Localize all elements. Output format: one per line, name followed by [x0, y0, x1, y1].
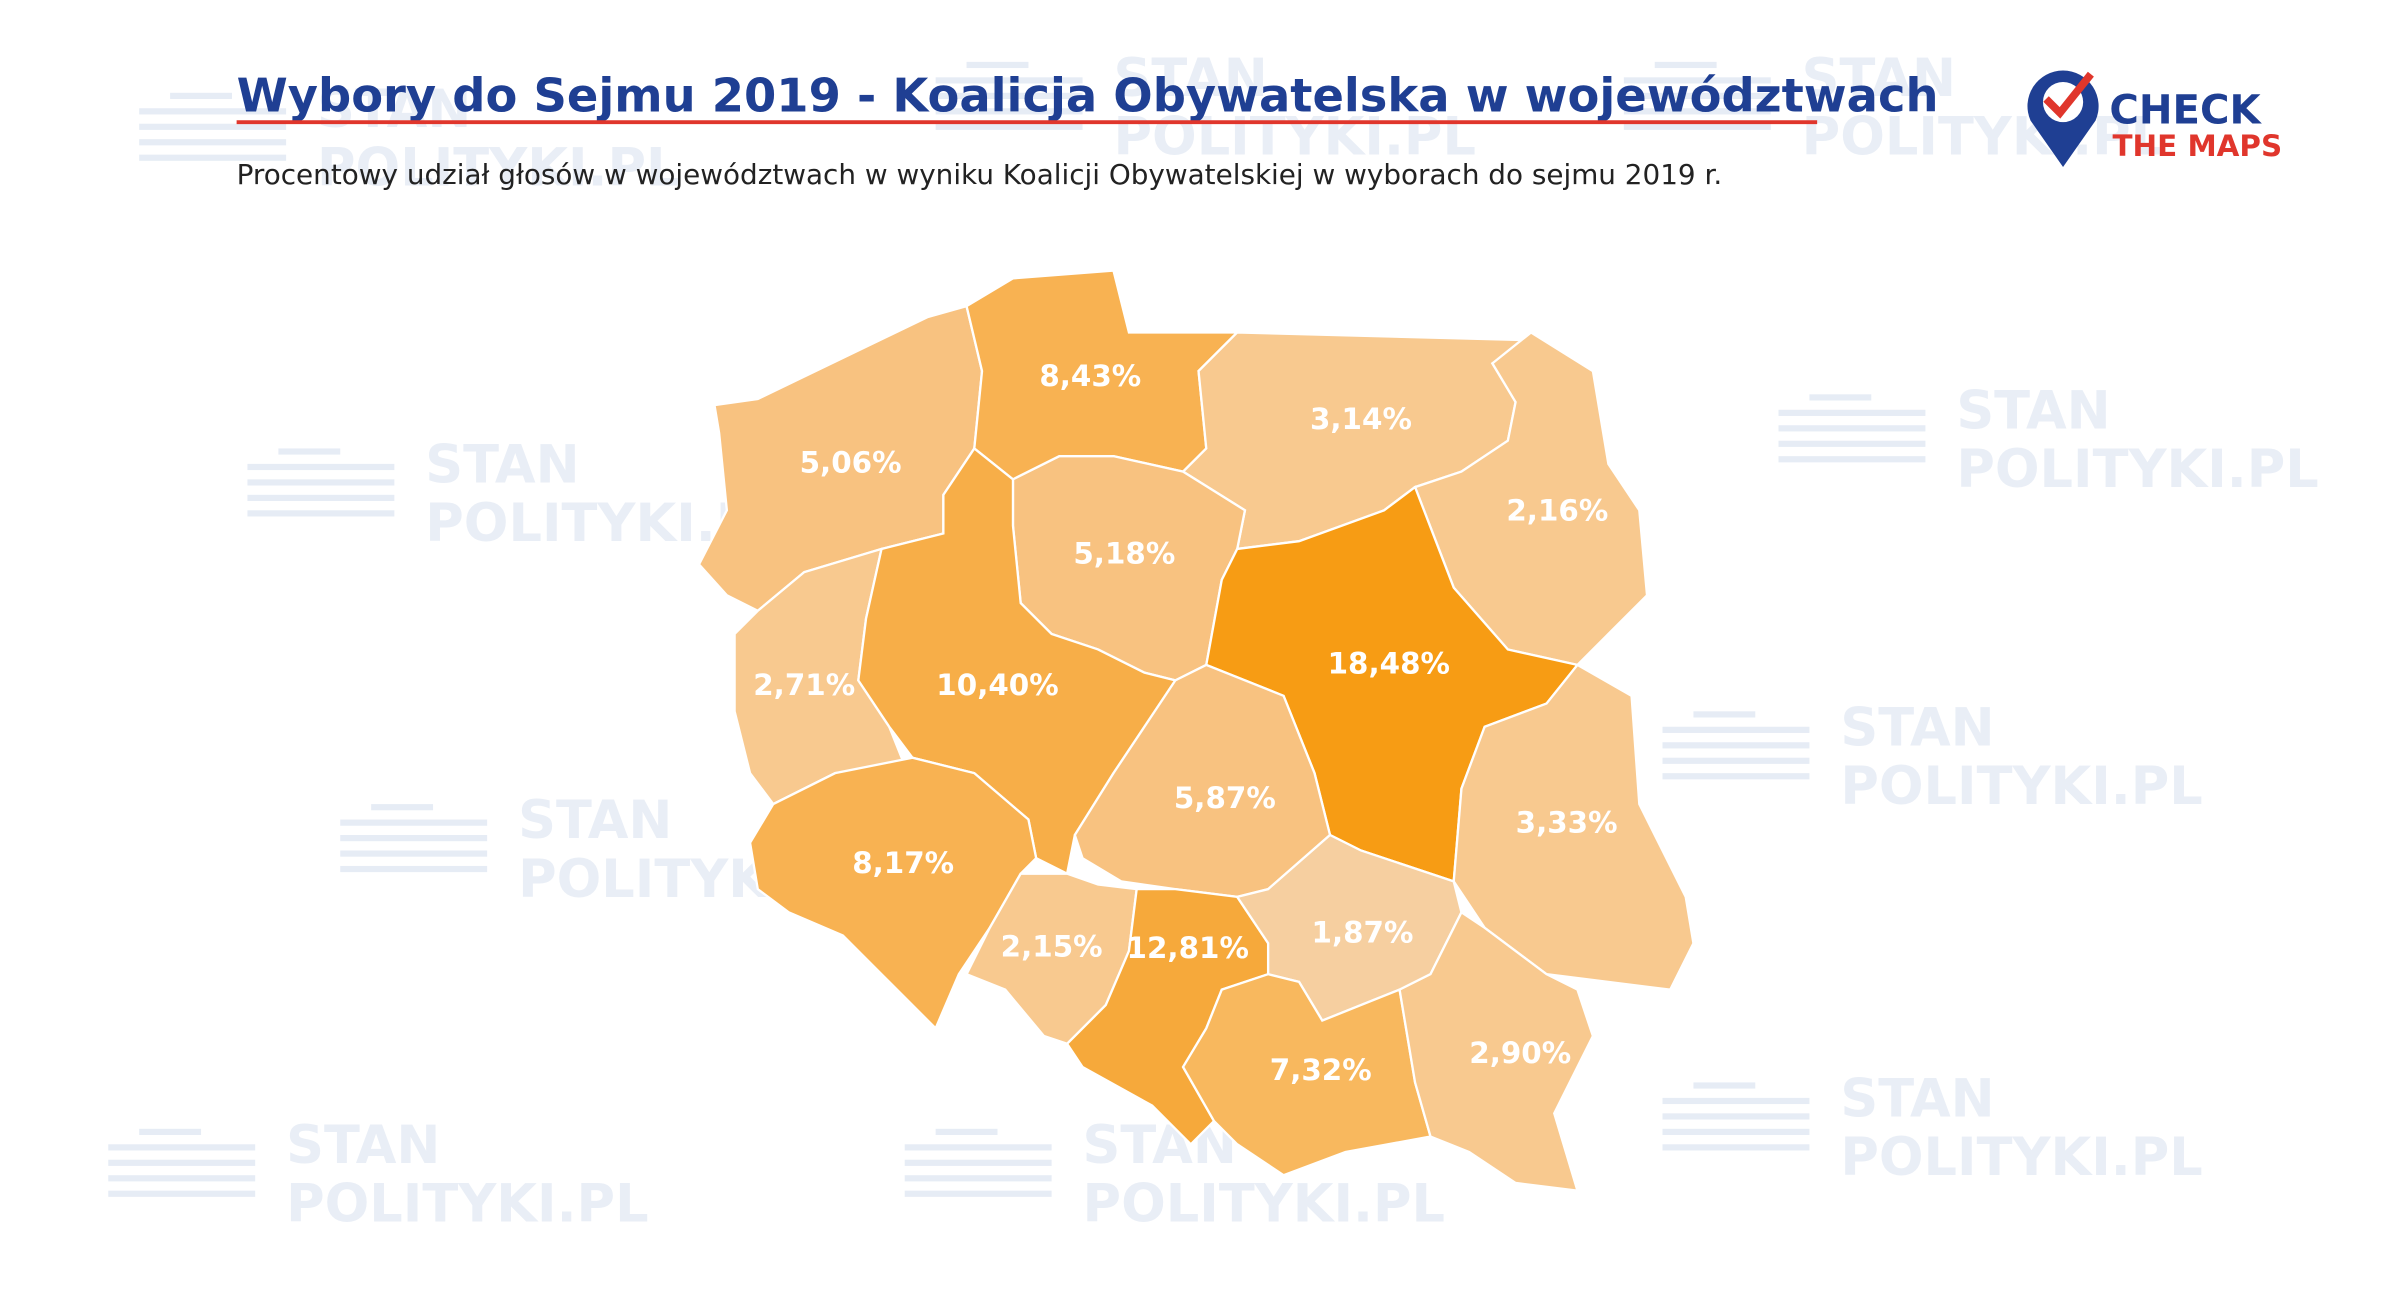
watermark-text: STAN	[317, 79, 471, 140]
watermark-bar	[935, 1128, 998, 1135]
watermark-bar	[1693, 1082, 1756, 1089]
watermarks: STANPOLITYKI.PLSTANPOLITYKI.PLSTANPOLITY…	[108, 48, 2319, 1235]
watermark-bar	[1623, 92, 1771, 99]
watermark-text: STAN	[1956, 380, 2110, 441]
logo-text: THE MAPS	[2113, 129, 2283, 163]
logo-check	[2043, 71, 2094, 119]
watermark-text: POLITYKI.PL	[286, 1174, 648, 1235]
watermark-bar	[1662, 726, 1810, 733]
title: Wybory do Sejmu 2019 - Koalicja Obywatel…	[237, 68, 1939, 122]
map: 5,06% 8,43% 3,14% 2,16% 5,18% 18,48% 2,71% 10,4…	[697, 269, 1695, 1193]
watermark-bar	[904, 1190, 1052, 1197]
watermark-bar	[1623, 123, 1771, 130]
watermark-bar	[108, 1175, 256, 1182]
region-label: 8,17%	[852, 846, 954, 880]
watermark-text: STAN	[286, 1115, 440, 1176]
region-label: 2,71%	[753, 668, 855, 702]
watermark-bar	[1662, 1113, 1810, 1120]
watermark-bar	[1809, 394, 1872, 401]
region	[748, 756, 1038, 1031]
watermark-bar	[139, 139, 287, 146]
region-label: 2,16%	[1506, 493, 1608, 527]
watermark-bar	[139, 123, 287, 130]
watermark-bar	[1662, 1097, 1810, 1105]
watermark-bar	[1778, 425, 1926, 432]
watermark-bar	[340, 835, 488, 842]
watermark-bar	[278, 448, 341, 455]
region-label: 3,14%	[1310, 402, 1412, 436]
watermark-bar	[170, 92, 232, 99]
watermark-bar	[966, 61, 1029, 69]
region-label: 12,81%	[1127, 931, 1249, 965]
watermark-bar	[247, 463, 395, 471]
watermark-bar	[340, 865, 488, 873]
watermark-bar	[935, 92, 1083, 99]
watermark-text: POLITYKI.PL	[1840, 1127, 2202, 1188]
watermark-text: POLITYKI.PL	[317, 138, 679, 199]
watermark-bar	[108, 1159, 256, 1166]
watermark-text: STAN	[518, 790, 672, 851]
watermark-bar	[340, 850, 488, 857]
logo: CHECK THE MAPS	[2027, 70, 2283, 168]
watermark-bar	[139, 1128, 202, 1135]
region-label: 2,15%	[1001, 929, 1103, 963]
watermark-bar	[935, 77, 1083, 84]
watermark-bar	[139, 154, 287, 161]
watermark-bar	[935, 123, 1083, 130]
region-label: 8,43%	[1039, 359, 1141, 393]
watermark-bar	[904, 1144, 1052, 1151]
watermark-bar	[1662, 773, 1810, 780]
watermark-bar	[1654, 61, 1717, 69]
watermark-text: POLITYKI.PL	[1113, 107, 1475, 168]
watermark-bar	[371, 804, 434, 811]
watermark-bar	[139, 108, 287, 115]
region-label: 3,33%	[1516, 806, 1618, 840]
watermark-bar	[1778, 409, 1926, 416]
watermark-text: STAN	[1840, 1068, 1994, 1129]
watermark-text: POLITYKI.PL	[1840, 756, 2202, 817]
watermark-bar	[247, 510, 395, 517]
region-label: 5,87%	[1174, 781, 1276, 815]
region-label: 2,90%	[1469, 1036, 1571, 1070]
subtitle: Procentowy udział głosów w województwach…	[237, 158, 1723, 191]
watermark-text: POLITYKI.PL	[1956, 439, 2318, 500]
logo-text: CHECK	[2109, 88, 2262, 134]
region-label: 7,32%	[1270, 1053, 1372, 1087]
watermark-bar	[1662, 1144, 1810, 1151]
watermark-text: STAN	[1113, 48, 1267, 109]
watermark-text: STAN	[1083, 1115, 1237, 1176]
watermark-bar	[340, 819, 488, 826]
watermark-text: STAN	[1840, 697, 1994, 758]
watermark-text: STAN	[425, 434, 579, 495]
watermark-bar	[108, 1190, 256, 1197]
region-label: 18,48%	[1328, 646, 1450, 680]
watermark-text: STAN	[1802, 48, 1956, 109]
watermark-text: POLITYKI.PL	[1802, 107, 2164, 168]
watermark-bar	[1662, 1128, 1810, 1135]
watermark-bar	[1693, 711, 1756, 718]
region-label: 1,87%	[1312, 915, 1414, 949]
watermark-bar	[935, 108, 1083, 115]
watermark-text: POLITYKI.PL	[1083, 1174, 1445, 1235]
region-label: 10,40%	[936, 668, 1058, 702]
watermark-bar	[1623, 108, 1771, 115]
region	[1398, 910, 1595, 1193]
region-label: 5,06%	[800, 445, 902, 479]
region-label: 5,18%	[1073, 537, 1175, 571]
watermark-bar	[108, 1144, 256, 1151]
watermark-bar	[904, 1159, 1052, 1166]
watermark-bar	[1778, 456, 1926, 463]
watermark-bar	[904, 1175, 1052, 1182]
watermark-bar	[1778, 440, 1926, 447]
watermark-bar	[1662, 742, 1810, 749]
watermark-bar	[1623, 77, 1771, 84]
watermark-bar	[247, 494, 395, 502]
watermark-bar	[1662, 757, 1810, 764]
watermark-bar	[247, 479, 395, 486]
